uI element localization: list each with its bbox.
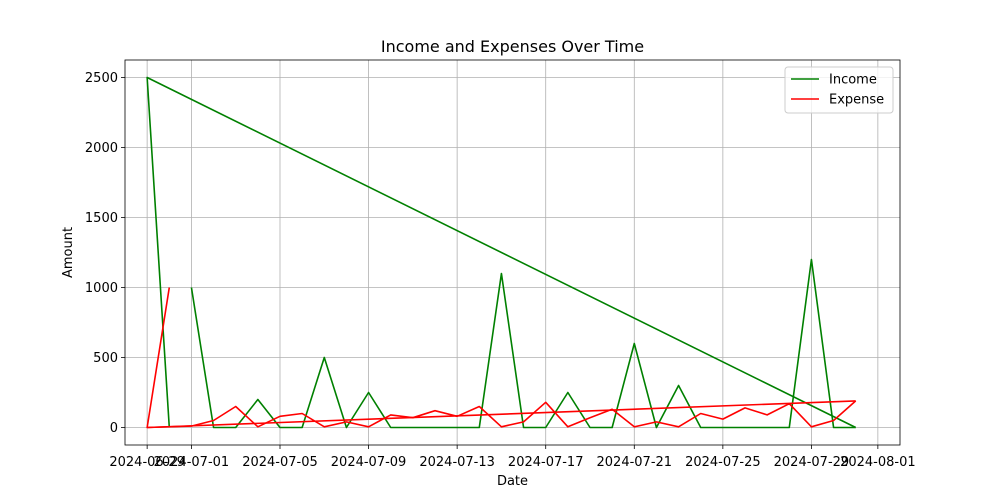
x-axis-label: Date [497,474,528,489]
x-tick-label: 2024-07-17 [508,455,584,470]
x-tick-label: 2024-07-09 [331,455,407,470]
x-tick-label: 2024-07-13 [419,455,495,470]
x-tick-label: 2024-07-29 [774,455,850,470]
x-tick-label: 2024-07-05 [242,455,318,470]
series-line-income [146,76,857,429]
chart-title: Income and Expenses Over Time [381,37,644,56]
series-line-income [190,258,856,429]
x-tick-label: 2024-07-21 [597,455,673,470]
y-tick-label: 0 [110,421,118,436]
x-tick-label: 2024-07-25 [685,455,761,470]
x-tick-label: 2024-07-01 [154,455,230,470]
y-tick-label: 1000 [85,281,118,296]
axes-frame [124,59,901,446]
legend-label-income: Income [829,73,877,88]
y-tick-label: 2500 [85,71,118,86]
y-axis-label: Amount [61,227,76,278]
y-tick-label: 500 [93,351,118,366]
x-tick-label: 2024-08-01 [840,455,916,470]
series-trend-line-expense [147,400,856,429]
legend-label-expense: Expense [829,93,884,108]
x-tick-label: 2024-06-29 [109,455,185,470]
y-tick-label: 1500 [85,211,118,226]
y-tick-label: 2000 [85,141,118,156]
plot-area [125,60,900,445]
